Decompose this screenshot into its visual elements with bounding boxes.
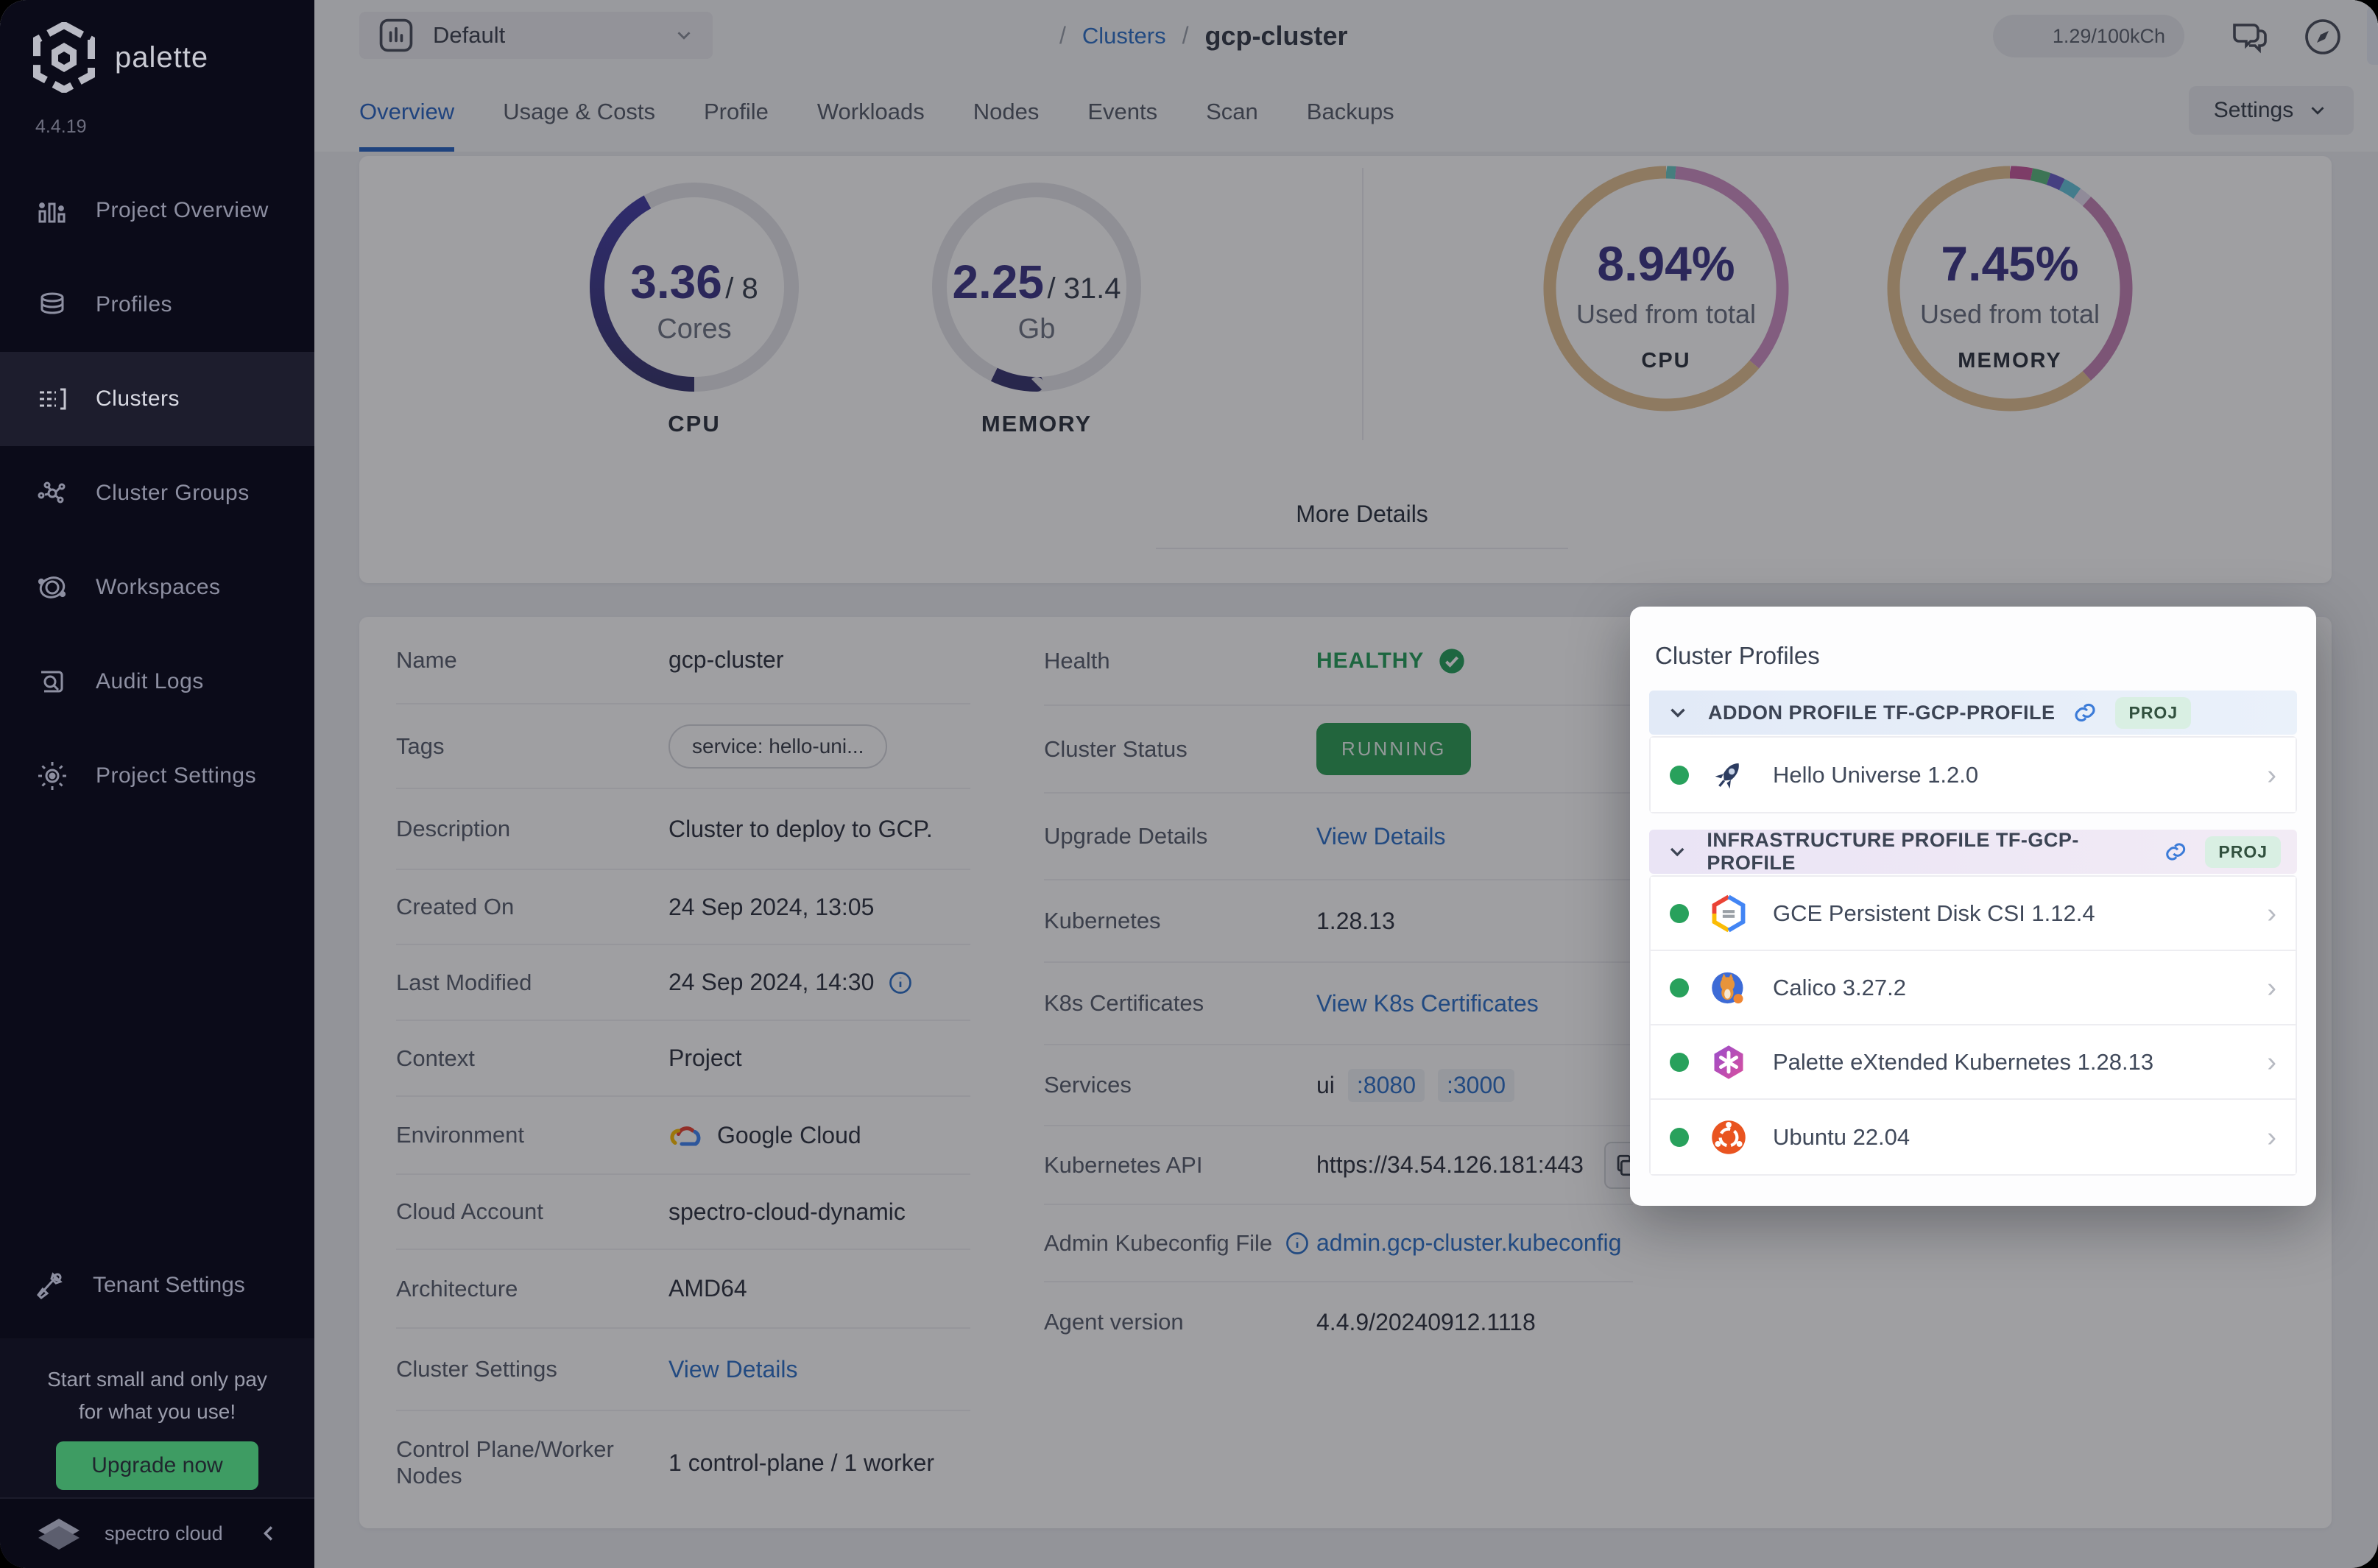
chevron-right-icon: › xyxy=(2267,1048,2276,1076)
footer-brand: spectro cloud xyxy=(105,1522,238,1545)
sidebar-item-label: Profiles xyxy=(96,292,172,317)
app-version: 4.4.19 xyxy=(35,116,87,138)
main-area: Default / Clusters / gcp-cluster 1.29/10… xyxy=(314,0,2378,1568)
addon-profile-rows: Hello Universe 1.2.0 › xyxy=(1649,736,2297,813)
sidebar: palette 4.4.19 Project Overview Profiles… xyxy=(0,0,314,1568)
status-dot xyxy=(1670,766,1689,785)
tenant-settings-label: Tenant Settings xyxy=(93,1273,245,1298)
orbit-icon xyxy=(35,571,69,604)
chevron-down-icon[interactable] xyxy=(1665,700,1690,725)
sidebar-item-project-overview[interactable]: Project Overview xyxy=(0,163,314,258)
sidebar-item-tenant-settings[interactable]: Tenant Settings xyxy=(0,1241,314,1329)
sidebar-item-project-settings[interactable]: Project Settings xyxy=(0,729,314,823)
link-icon xyxy=(2072,700,2097,725)
brand-name: palette xyxy=(115,41,208,74)
addon-profile-header[interactable]: ADDON PROFILE TF-GCP-PROFILE PROJ xyxy=(1649,691,2297,735)
chevron-down-icon[interactable] xyxy=(1665,839,1689,864)
sidebar-item-label: Clusters xyxy=(96,386,180,412)
collapse-sidebar-icon[interactable] xyxy=(257,1521,282,1546)
profile-item-hello-universe[interactable]: Hello Universe 1.2.0 › xyxy=(1651,738,2296,812)
sidebar-item-label: Project Settings xyxy=(96,763,256,788)
sidebar-footer: spectro cloud xyxy=(0,1497,314,1568)
promo-text-line1: Start small and only pay xyxy=(0,1363,314,1396)
chevron-right-icon: › xyxy=(2267,761,2276,789)
scope-badge: PROJ xyxy=(2205,836,2281,868)
sidebar-item-audit-logs[interactable]: Audit Logs xyxy=(0,635,314,729)
infrastructure-profile-rows: GCE Persistent Disk CSI 1.12.4 › Calico … xyxy=(1649,875,2297,1176)
profile-item-gce-disk-csi[interactable]: GCE Persistent Disk CSI 1.12.4 › xyxy=(1651,877,2296,951)
brand-logo[interactable]: palette xyxy=(32,22,208,93)
pxk-icon xyxy=(1710,1043,1748,1081)
sidebar-item-label: Cluster Groups xyxy=(96,481,250,506)
clusters-icon xyxy=(35,382,69,416)
calico-icon xyxy=(1710,969,1748,1007)
sidebar-item-profiles[interactable]: Profiles xyxy=(0,258,314,352)
sidebar-nav: Project Overview Profiles Clusters Clust… xyxy=(0,163,314,823)
tools-icon xyxy=(32,1268,66,1302)
layers-icon xyxy=(35,288,69,322)
status-dot xyxy=(1670,1053,1689,1072)
network-icon xyxy=(35,476,69,510)
profile-item-calico[interactable]: Calico 3.27.2 › xyxy=(1651,951,2296,1025)
cluster-profiles-popup: Cluster Profiles ADDON PROFILE TF-GCP-PR… xyxy=(1630,607,2316,1206)
sidebar-item-label: Project Overview xyxy=(96,198,269,223)
gce-persistent-disk-icon xyxy=(1710,894,1748,933)
status-dot xyxy=(1670,1128,1689,1147)
infrastructure-profile-header[interactable]: INFRASTRUCTURE PROFILE TF-GCP-PROFILE PR… xyxy=(1649,830,2297,874)
ubuntu-icon xyxy=(1710,1118,1748,1156)
palette-logo-icon xyxy=(32,22,96,93)
sidebar-item-workspaces[interactable]: Workspaces xyxy=(0,540,314,635)
profile-item-ubuntu[interactable]: Ubuntu 22.04 › xyxy=(1651,1100,2296,1174)
promo-text-line2: for what you use! xyxy=(0,1396,314,1428)
hello-universe-icon xyxy=(1710,756,1748,794)
chevron-right-icon: › xyxy=(2267,900,2276,928)
bar-chart-icon xyxy=(35,194,69,227)
profile-item-palette-extended-kubernetes[interactable]: Palette eXtended Kubernetes 1.28.13 › xyxy=(1651,1025,2296,1100)
sidebar-item-label: Workspaces xyxy=(96,575,221,600)
audit-search-icon xyxy=(35,665,69,699)
sidebar-item-cluster-groups[interactable]: Cluster Groups xyxy=(0,446,314,540)
sidebar-item-label: Audit Logs xyxy=(96,669,204,694)
upgrade-promo: Start small and only pay for what you us… xyxy=(0,1338,314,1497)
chevron-right-icon: › xyxy=(2267,1123,2276,1151)
status-dot xyxy=(1670,904,1689,923)
app-window: palette 4.4.19 Project Overview Profiles… xyxy=(0,0,2378,1568)
sidebar-item-clusters[interactable]: Clusters xyxy=(0,352,314,446)
upgrade-now-button[interactable]: Upgrade now xyxy=(56,1441,258,1490)
scope-badge: PROJ xyxy=(2115,697,2191,729)
chevron-right-icon: › xyxy=(2267,974,2276,1002)
status-dot xyxy=(1670,978,1689,997)
link-icon xyxy=(2164,839,2187,864)
spectro-cloud-logo-icon xyxy=(32,1513,85,1554)
gear-icon xyxy=(35,759,69,793)
popup-title: Cluster Profiles xyxy=(1655,642,2297,670)
